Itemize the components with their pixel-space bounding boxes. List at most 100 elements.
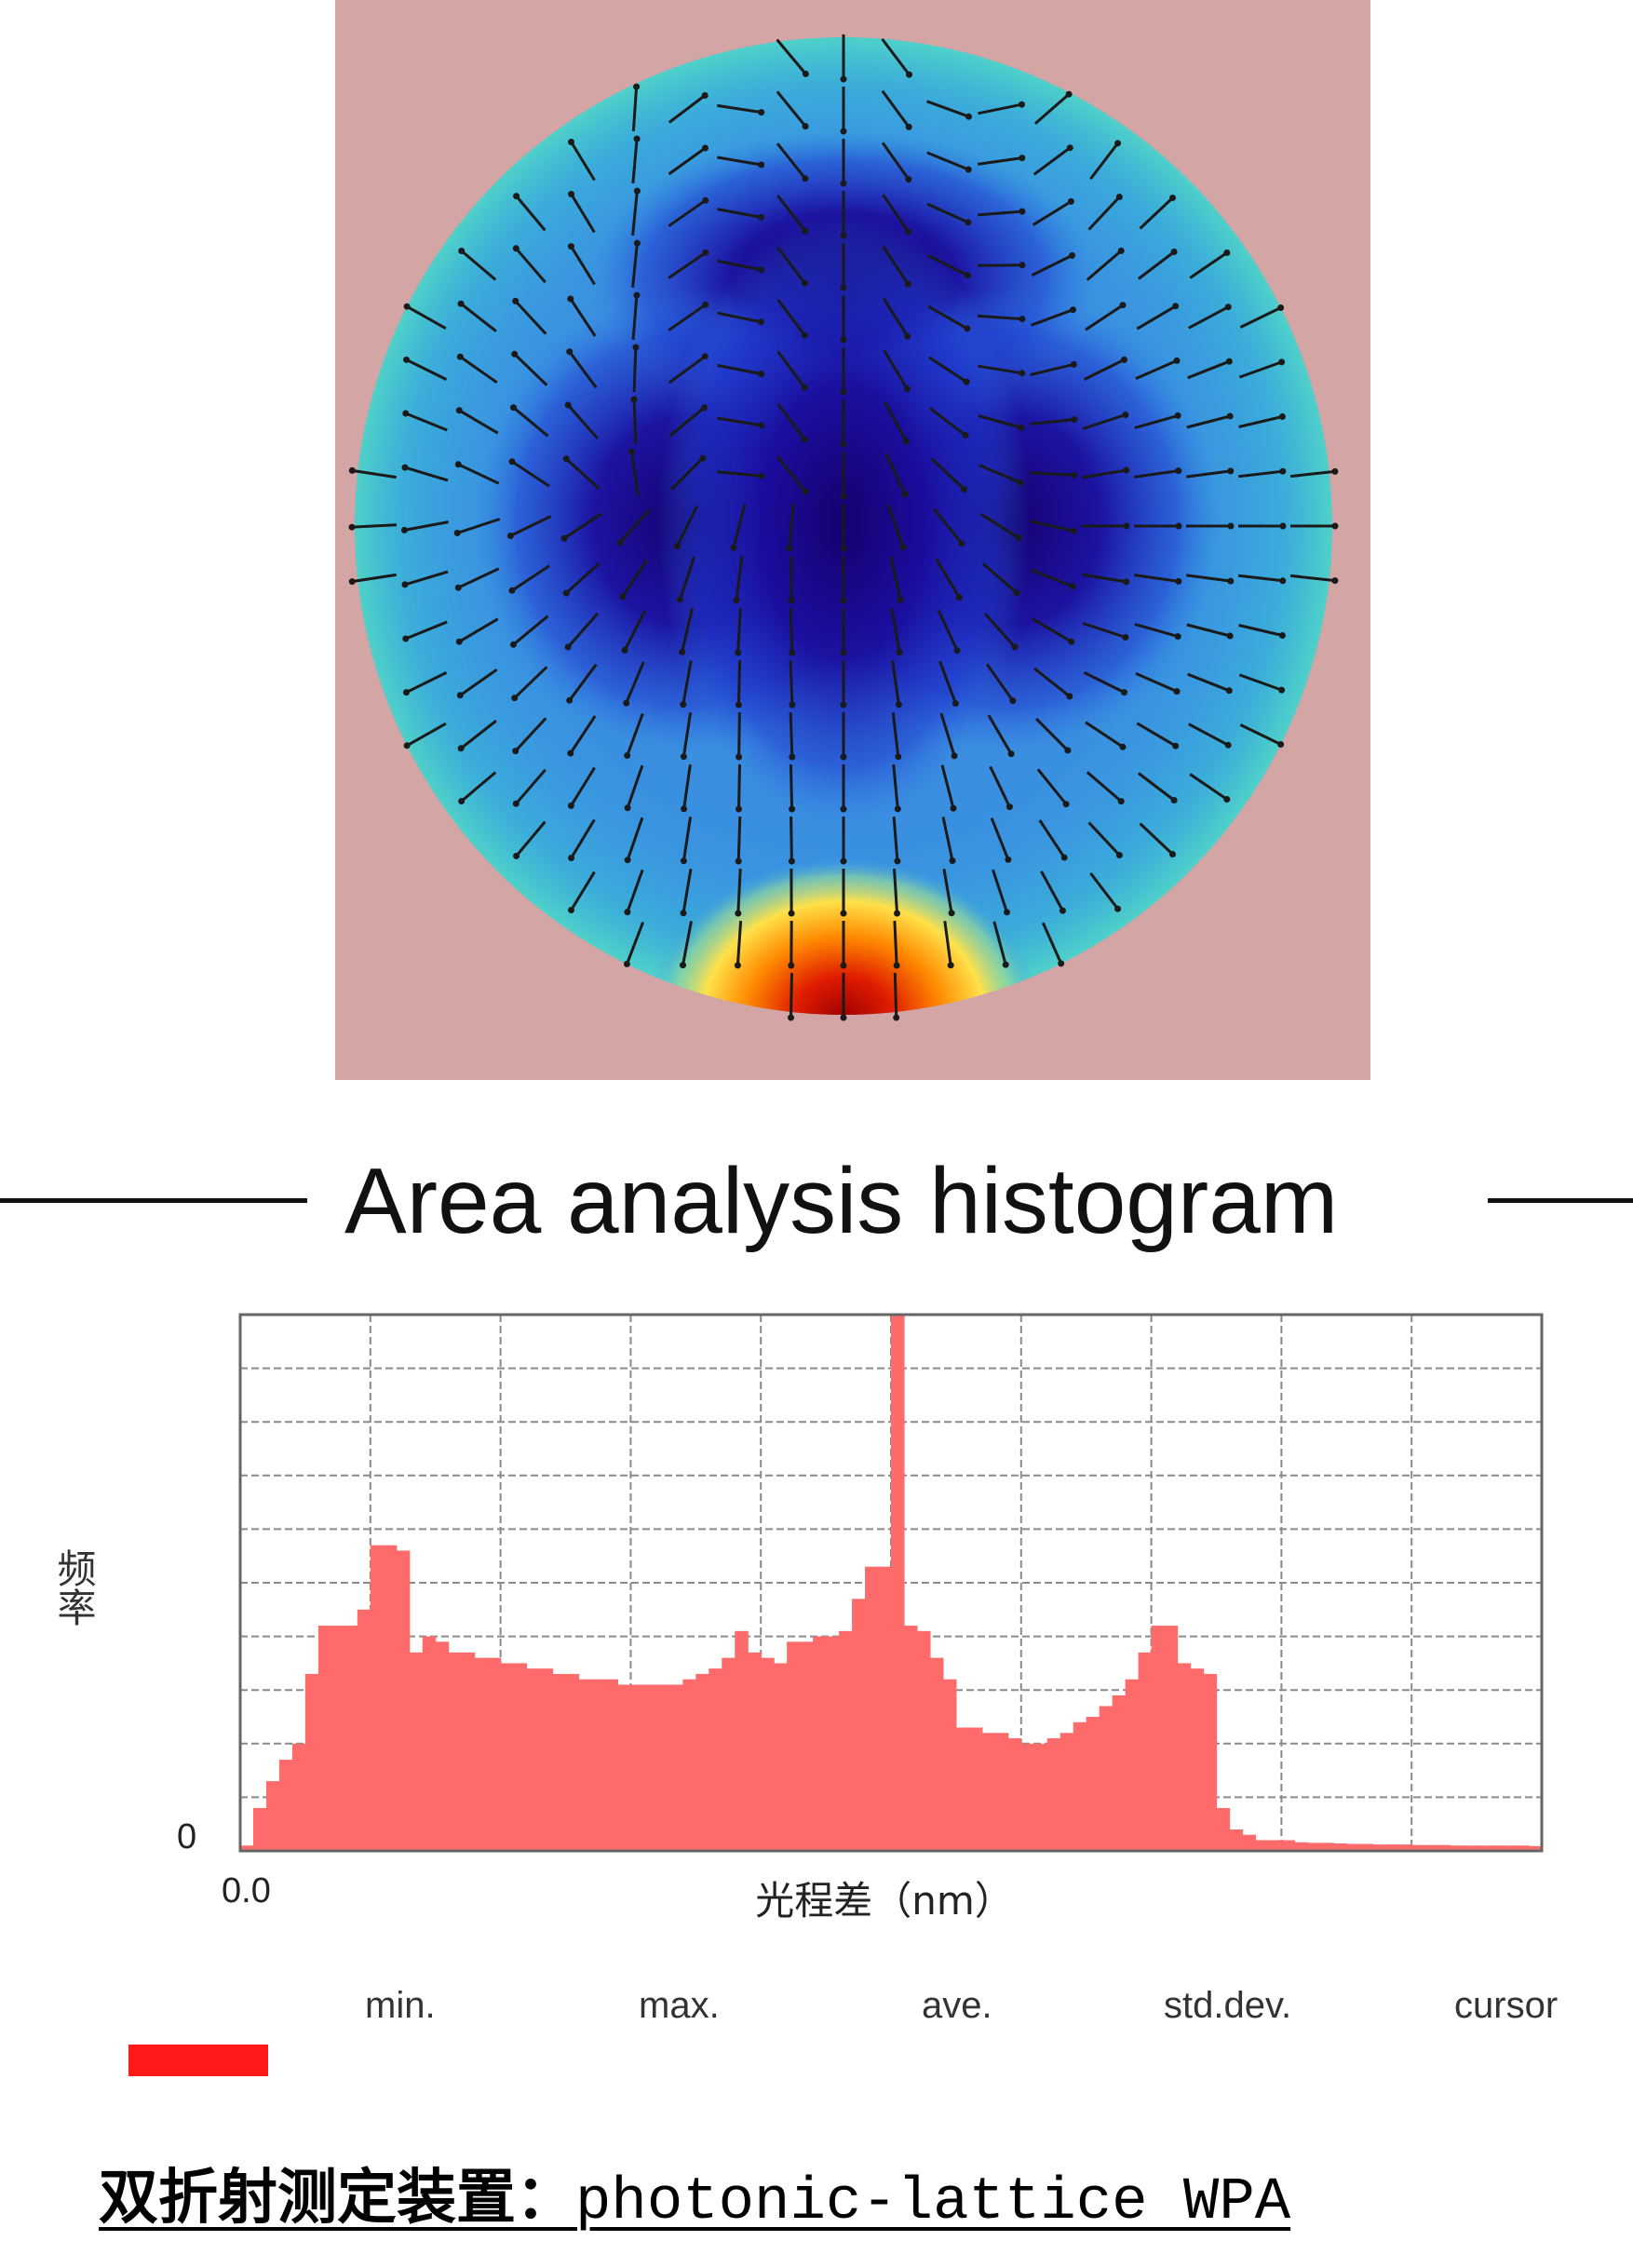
histogram-bar [1529,1845,1543,1851]
orientation-arrow-head [564,643,572,651]
orientation-arrow-head [566,348,574,356]
orientation-arrow [682,763,692,810]
orientation-arrow-head [955,594,963,601]
orientation-arrow-head [1123,578,1130,586]
orientation-arrow [626,764,644,809]
histogram-bar [1099,1706,1113,1851]
histogram-bar [903,1626,918,1851]
orientation-arrow [981,562,1019,594]
orientation-arrow [737,763,741,810]
histogram-title: Area analysis histogram [344,1149,1339,1253]
orientation-arrow-head [1121,689,1127,696]
orientation-arrow [990,817,1010,860]
orientation-arrow [512,614,549,646]
orientation-arrow-head [508,587,516,594]
orientation-arrow-head [1019,208,1026,215]
orientation-arrow-head [1007,750,1015,758]
orientation-arrow [717,155,762,167]
orientation-arrow [736,607,742,654]
orientation-arrow-head [1277,741,1285,748]
orientation-arrow-head [951,700,959,707]
orientation-arrow [513,353,548,386]
orientation-arrow-head [735,910,742,917]
histogram-bar [291,1743,306,1851]
orientation-arrow-head [901,491,909,498]
orientation-arrow-head [458,248,466,254]
orientation-arrow-head [1278,686,1286,694]
orientation-arrow-head [511,695,519,702]
orientation-arrow-head [786,545,793,552]
orientation-arrow [884,452,907,495]
orientation-arrow-head [1114,140,1122,147]
orientation-arrow-head [673,543,681,549]
orientation-arrow-head [906,71,912,78]
histogram-bar [669,1684,683,1851]
orientation-arrow [631,190,639,236]
orientation-arrow [567,613,599,648]
orientation-arrow-head [1015,534,1022,542]
orientation-arrow-head [619,593,627,601]
orientation-arrow [460,250,497,281]
histogram-bar [617,1684,631,1851]
stat-label-cursor: cursor [1454,1985,1559,2026]
histogram-bar [1490,1845,1504,1851]
orientation-arrow [351,523,398,529]
orientation-arrow-head [788,597,795,604]
orientation-arrow-head [701,92,709,99]
orientation-arrow-head [903,438,911,445]
orientation-arrow-head [840,336,847,344]
orientation-arrow [626,817,644,861]
orientation-arrow-head [568,191,575,197]
orientation-arrow-head [903,385,911,393]
orientation-arrow [925,100,970,118]
orientation-arrow-head [633,83,641,90]
orientation-arrow [515,195,547,232]
orientation-arrow [977,209,1023,217]
histogram-bar [722,1657,736,1851]
orientation-arrow-head [840,232,847,239]
orientation-arrow-head [1331,522,1339,530]
orientation-arrow-head [458,798,466,804]
orientation-arrow-head [964,272,971,279]
orientation-arrow-head [840,284,847,291]
orientation-arrow-head [1019,101,1025,108]
orientation-arrow-head [1018,424,1025,431]
histogram-bar [265,1781,280,1851]
orientation-arrow [1289,574,1336,583]
orientation-arrow [717,259,762,272]
orientation-arrow-head [702,144,709,152]
orientation-arrow [460,303,497,332]
orientation-arrow-head [758,318,764,326]
orientation-arrow-head [512,245,520,252]
orientation-arrow [404,570,449,587]
orientation-arrow [892,816,899,862]
orientation-arrow [514,300,547,335]
orientation-arrow-head [840,545,847,552]
orientation-arrow-head [568,139,574,145]
orientation-arrow-head [1172,742,1180,749]
orientation-arrow [1082,413,1127,430]
orientation-arrow [881,37,911,76]
orientation-arrow-head [1123,522,1130,530]
orientation-arrow [1035,717,1069,752]
histogram-bar [604,1679,619,1851]
orientation-arrow-head [623,960,630,967]
orientation-arrow-head [904,332,911,340]
orientation-arrow [1186,414,1231,429]
orientation-arrow-field [348,34,1339,1021]
orientation-arrow-head [758,422,765,429]
orientation-arrow-head [454,584,462,591]
orientation-arrow [570,141,596,182]
orientation-arrow-head [802,488,809,495]
orientation-arrow [569,298,597,337]
orientation-arrow [1085,304,1124,331]
orientation-arrow [891,712,900,757]
orientation-arrow-head [961,486,967,493]
orientation-arrow [631,294,639,341]
orientation-arrow [456,518,501,534]
orientation-arrow [565,457,601,491]
orientation-arrow-head [730,544,737,551]
orientation-arrow-head [801,384,808,391]
plot-frame [238,1313,1544,1853]
orientation-arrow [632,398,638,445]
